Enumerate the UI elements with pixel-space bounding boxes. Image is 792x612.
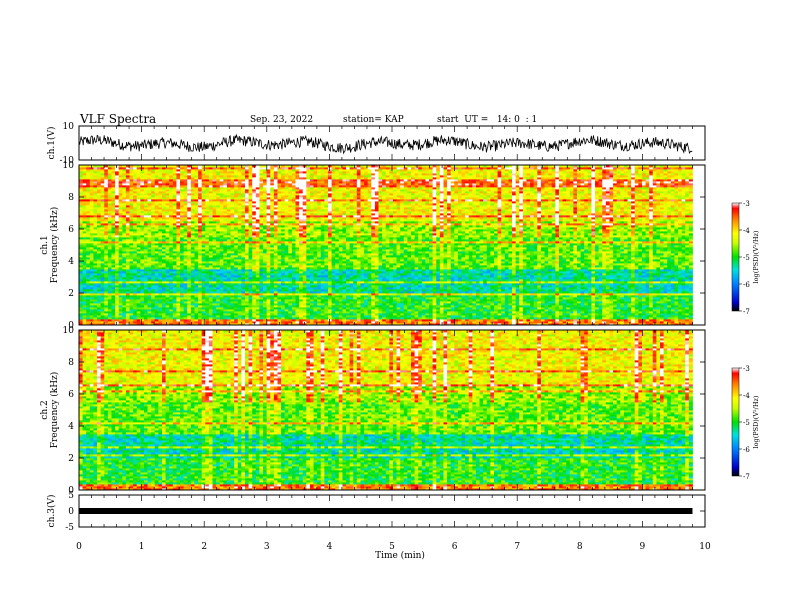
ylabel-0: ch.1(V) — [46, 127, 57, 160]
waveform-line-0 — [79, 135, 692, 153]
ytick-label-0-0: 10 — [63, 122, 75, 132]
vlf-figure: 10-10ch.1(V) 0246810ch.1 Frequency (kHz) … — [0, 0, 792, 612]
